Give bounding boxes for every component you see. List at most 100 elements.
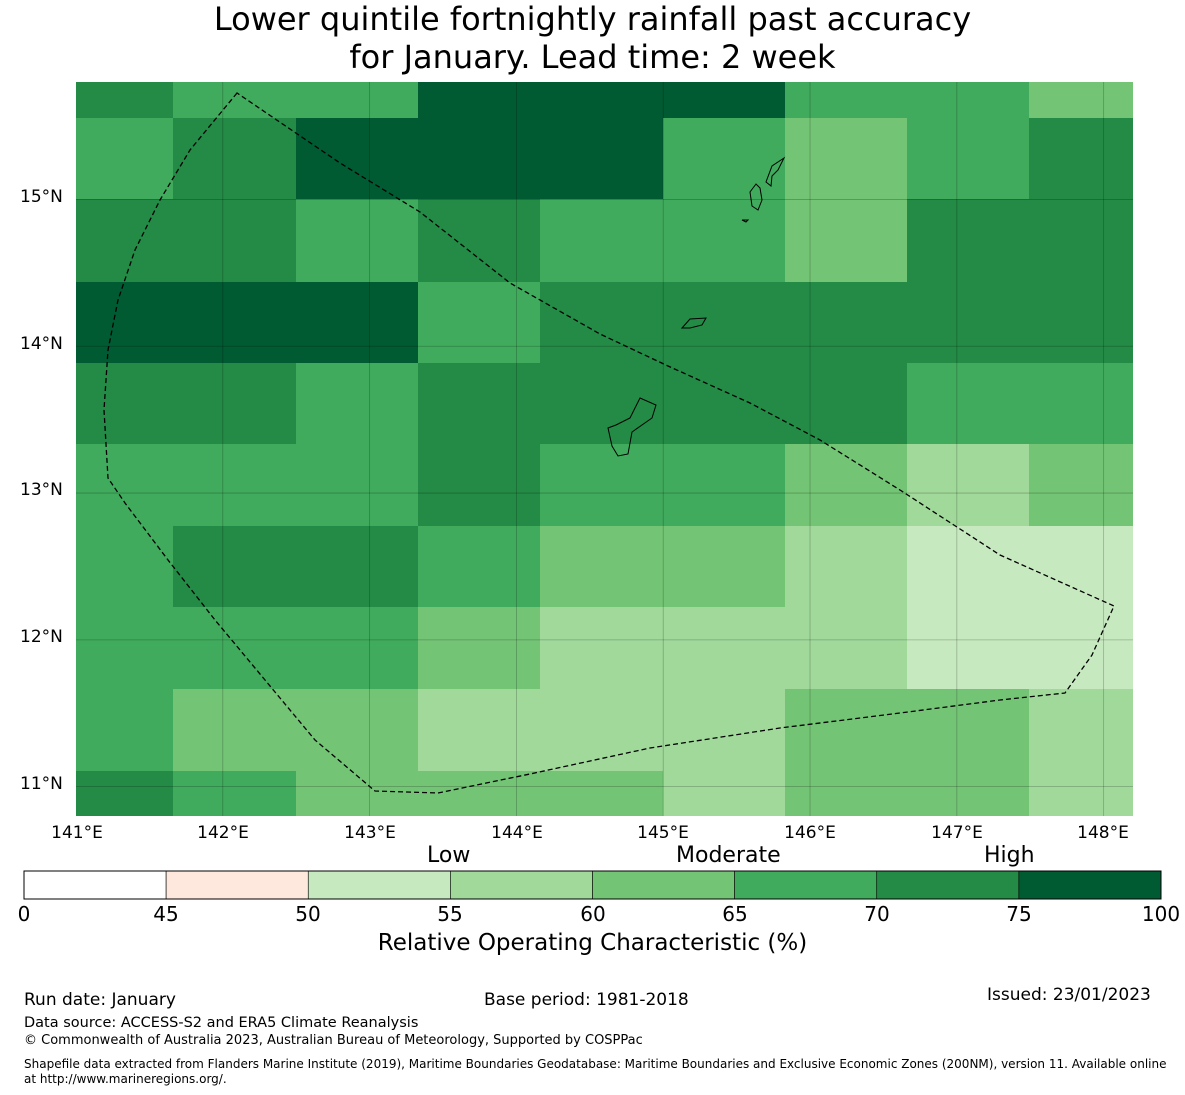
roc-cell [785, 771, 907, 816]
roc-cell [296, 771, 418, 816]
roc-cell [785, 199, 907, 282]
roc-cell [663, 118, 785, 199]
island-saipan [741, 156, 786, 223]
roc-cell [173, 607, 296, 689]
colorbar-tick: 60 [580, 902, 606, 926]
colorbar-segment [592, 870, 735, 900]
roc-cell [418, 199, 540, 282]
lon-label: 144°E [491, 823, 543, 843]
roc-cell [540, 526, 663, 607]
category-high: High [984, 843, 1035, 868]
roc-cell [418, 526, 540, 607]
roc-cell [173, 444, 296, 526]
roc-cell [173, 363, 296, 444]
roc-cell [76, 607, 173, 689]
lon-label: 145°E [637, 823, 689, 843]
roc-cell [418, 82, 540, 118]
roc-cell [76, 363, 173, 444]
roc-cell [296, 526, 418, 607]
roc-cell [663, 607, 785, 689]
roc-cell [663, 199, 785, 282]
roc-cell [785, 82, 907, 118]
category-moderate: Moderate [676, 843, 781, 868]
roc-cell [907, 689, 1029, 771]
colorbar-segment [307, 870, 451, 900]
roc-cell [907, 82, 1029, 118]
roc-cell [785, 526, 907, 607]
shapefile-credit: Shapefile data extracted from Flanders M… [24, 1057, 1167, 1086]
lat-label: 15°N [20, 187, 63, 207]
roc-cell [173, 526, 296, 607]
roc-cell [540, 199, 663, 282]
roc-cell [663, 771, 785, 816]
roc-cell [1029, 282, 1133, 363]
roc-cell [907, 444, 1029, 526]
colorbar-outline [23, 870, 1162, 900]
roc-cell [173, 82, 296, 118]
colorbar-label: Relative Operating Characteristic (%) [377, 930, 808, 956]
colorbar-tick: 50 [295, 902, 321, 926]
colorbar-tick: 55 [437, 902, 463, 926]
colorbar-tick: 100 [1141, 902, 1181, 926]
roc-cell [907, 199, 1029, 282]
colorbar-segment [23, 870, 167, 900]
roc-cell [1029, 363, 1133, 444]
roc-cell [1029, 444, 1133, 526]
roc-cell [296, 444, 418, 526]
roc-cell [296, 689, 418, 771]
colorbar-segment [450, 870, 593, 900]
data-source: Data source: ACCESS-S2 and ERA5 Climate … [24, 1015, 419, 1031]
lon-label: 146°E [784, 823, 836, 843]
colorbar-tick: 75 [1006, 902, 1032, 926]
roc-cell [907, 526, 1029, 607]
title-line-1: Lower quintile fortnightly rainfall past… [213, 0, 972, 38]
roc-cell [663, 363, 785, 444]
roc-cell [173, 118, 296, 199]
roc-cell [785, 282, 907, 363]
roc-cell [296, 282, 418, 363]
roc-cell [540, 607, 663, 689]
roc-cell [76, 82, 173, 118]
chart-title: Lower quintile fortnightly rainfall past… [0, 0, 1185, 76]
lon-label: 147°E [931, 823, 983, 843]
roc-cell [418, 607, 540, 689]
colorbar-segment [876, 870, 1020, 900]
roc-cell [1029, 118, 1133, 199]
lon-label: 142°E [197, 823, 249, 843]
roc-cell [663, 689, 785, 771]
roc-cell [663, 282, 785, 363]
roc-cell [1029, 82, 1133, 118]
roc-cell [907, 363, 1029, 444]
roc-cell [76, 118, 173, 199]
lon-label: 143°E [344, 823, 396, 843]
roc-cell [418, 282, 540, 363]
roc-cell [785, 689, 907, 771]
roc-cell [785, 444, 907, 526]
lat-label: 13°N [20, 480, 63, 500]
roc-cell [785, 118, 907, 199]
roc-cell [540, 444, 663, 526]
roc-cell [907, 771, 1029, 816]
roc-cell [1029, 607, 1133, 689]
roc-cell [173, 771, 296, 816]
graticule [76, 82, 1133, 816]
roc-cell [1029, 771, 1133, 816]
roc-cell [418, 363, 540, 444]
roc-cell [1029, 689, 1133, 771]
roc-cell [785, 607, 907, 689]
roc-cell [76, 199, 173, 282]
roc-cell [296, 607, 418, 689]
roc-cell [785, 363, 907, 444]
lat-label: 14°N [20, 334, 63, 354]
roc-cell [663, 444, 785, 526]
lat-label: 12°N [20, 627, 63, 647]
roc-cell [663, 82, 785, 118]
colorbar-segment [165, 870, 309, 900]
roc-cell [76, 444, 173, 526]
run-date: Run date: January [24, 990, 176, 1010]
colorbar [23, 870, 1162, 900]
colorbar-segment [1018, 870, 1162, 900]
colorbar-tick: 0 [17, 902, 31, 926]
lon-label: 148°E [1077, 823, 1129, 843]
